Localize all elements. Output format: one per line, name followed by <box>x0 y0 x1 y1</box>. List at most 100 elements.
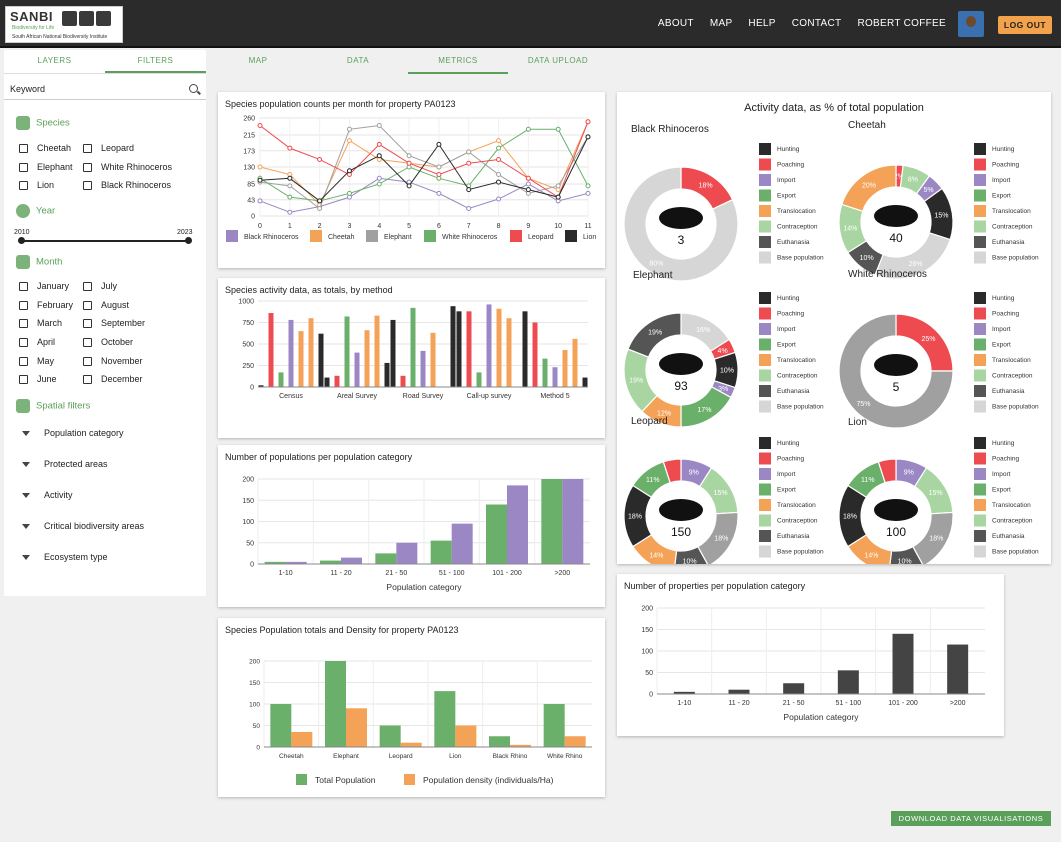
data-point <box>555 183 561 189</box>
tab-metrics[interactable]: METRICS <box>408 50 508 74</box>
bar <box>325 661 346 747</box>
logo-institute: South African National Biodiversity Inst… <box>12 34 108 40</box>
checkbox-lion[interactable]: Lion <box>19 180 54 191</box>
checkbox-october[interactable]: October <box>83 337 133 348</box>
slice-label: 9% <box>689 469 699 476</box>
tab-data-upload[interactable]: DATA UPLOAD <box>527 56 589 65</box>
x-tick-label: 0 <box>258 223 262 230</box>
slice-label: 18% <box>714 536 728 543</box>
checkbox-august[interactable]: August <box>83 300 129 311</box>
checkbox-july[interactable]: July <box>83 281 117 292</box>
data-point <box>496 172 502 178</box>
properties-category-card: Number of properties per population cate… <box>617 574 1004 736</box>
tab-layers[interactable]: LAYERS <box>37 56 72 65</box>
slice-label: 10% <box>860 255 874 262</box>
nav-help[interactable]: HELP <box>748 18 776 29</box>
year-range-slider[interactable] <box>18 237 192 244</box>
data-point <box>436 172 442 178</box>
legend-swatch <box>974 499 986 511</box>
legend-label: Lion <box>583 234 596 241</box>
accordion-protected-areas[interactable]: Protected areas <box>22 459 108 469</box>
x-tick-label: 1 <box>288 223 292 230</box>
checkbox-april[interactable]: April <box>19 337 55 348</box>
slice-label: 12% <box>657 410 671 417</box>
tab-data[interactable]: DATA <box>346 56 370 65</box>
checkbox-february[interactable]: February <box>19 300 73 311</box>
data-point <box>585 119 591 125</box>
data-point <box>317 198 323 204</box>
legend-label: Translocation <box>992 357 1031 364</box>
slice-label: 10% <box>720 368 734 375</box>
legend-swatch <box>226 230 238 242</box>
data-point <box>287 175 293 181</box>
y-tick-label: 130 <box>243 165 255 172</box>
species-section: Species <box>16 116 70 130</box>
checkbox-leopard[interactable]: Leopard <box>83 143 134 154</box>
checkbox-elephant[interactable]: Elephant <box>19 162 73 173</box>
legend-swatch <box>759 385 771 397</box>
checkbox-september[interactable]: September <box>83 318 145 329</box>
filter-sidebar: LAYERS FILTERS Keyword Species Cheetah L… <box>4 50 206 596</box>
sanbi-logo[interactable]: SANBI Biodiversity for Life South Africa… <box>5 6 123 43</box>
y-tick-label: 85 <box>247 181 255 188</box>
legend-label: Hunting <box>777 440 800 447</box>
chart-title: Number of properties per population cate… <box>624 581 806 591</box>
chart-title: Species Population totals and Density fo… <box>225 625 459 635</box>
y-tick-label: 500 <box>242 342 254 349</box>
legend-swatch <box>759 468 771 480</box>
x-tick-label: 1-10 <box>677 700 691 707</box>
checkbox-november[interactable]: November <box>83 356 143 367</box>
tab-filters[interactable]: FILTERS <box>105 50 206 73</box>
x-tick-label: 2 <box>318 223 322 230</box>
donut-title: Elephant <box>633 270 673 281</box>
accordion-ecosystem-type[interactable]: Ecosystem type <box>22 552 108 562</box>
nav-map[interactable]: MAP <box>709 18 733 29</box>
bar <box>562 350 568 387</box>
chevron-down-icon <box>22 431 30 437</box>
search-icon[interactable] <box>189 84 198 93</box>
x-tick-label: 4 <box>377 223 381 230</box>
legend-swatch <box>296 774 307 785</box>
data-point <box>287 194 293 200</box>
x-tick-label: 11 - 20 <box>330 570 351 577</box>
logo-animals-icon <box>62 11 111 26</box>
legend-swatch <box>974 143 986 155</box>
accordion-activity[interactable]: Activity <box>22 490 73 500</box>
checkbox-december[interactable]: December <box>83 374 143 385</box>
checkbox-march[interactable]: March <box>19 318 62 329</box>
slice-label: 80% <box>649 260 663 267</box>
checkbox-black-rhinoceros[interactable]: Black Rhinoceros <box>83 180 171 191</box>
download-button[interactable]: DOWNLOAD DATA VISUALISATIONS <box>891 811 1051 826</box>
checkbox-cheetah[interactable]: Cheetah <box>19 143 71 154</box>
avatar[interactable] <box>958 11 984 37</box>
data-point <box>466 149 472 155</box>
bar <box>541 479 563 564</box>
legend-label: Hunting <box>992 295 1015 302</box>
y-tick-label: 260 <box>243 116 255 123</box>
bar <box>270 704 292 747</box>
nav-about[interactable]: ABOUT <box>657 18 694 29</box>
accordion-population-category[interactable]: Population category <box>22 428 124 438</box>
checkbox-june[interactable]: June <box>19 374 57 385</box>
checkbox-may[interactable]: May <box>19 356 54 367</box>
legend-swatch <box>974 385 986 397</box>
slice-label: 26% <box>909 261 923 268</box>
logout-button[interactable]: LOG OUT <box>998 16 1052 34</box>
data-point <box>496 179 502 185</box>
bar <box>298 331 304 387</box>
checkbox-january[interactable]: January <box>19 281 69 292</box>
accordion-critical-biodiversity[interactable]: Critical biodiversity areas <box>22 521 144 531</box>
y-tick-label: 100 <box>242 519 254 526</box>
nav-contact[interactable]: CONTACT <box>791 18 842 29</box>
keyword-input[interactable]: Keyword <box>4 78 206 100</box>
legend-label: Euthanasia <box>992 239 1025 246</box>
x-tick-label: 101 - 200 <box>492 570 522 577</box>
checkbox-white-rhinoceros[interactable]: White Rhinoceros <box>83 162 172 173</box>
legend-label: Export <box>992 193 1011 200</box>
legend-swatch <box>974 483 986 496</box>
nav-user-name[interactable]: ROBERT COFFEE <box>857 18 946 29</box>
tab-map[interactable]: MAP <box>248 56 268 65</box>
x-tick-label: Call-up survey <box>467 393 512 400</box>
legend-label: Poaching <box>777 162 804 169</box>
legend-label: Leopard <box>528 234 554 241</box>
